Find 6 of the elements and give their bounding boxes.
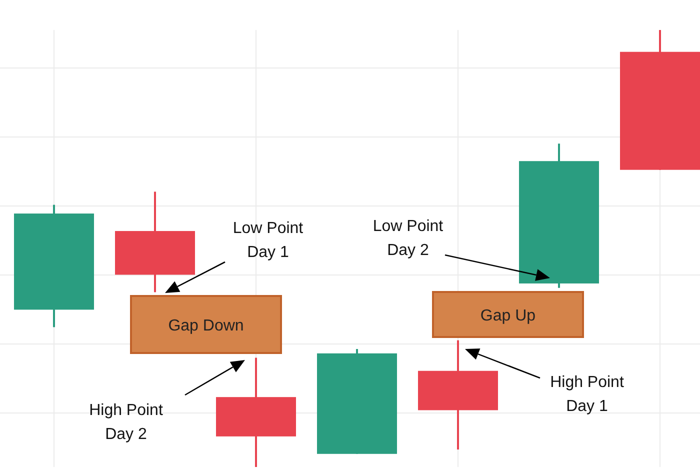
annotation: High Point Day 2 <box>89 402 164 443</box>
annotation: Low Point Day 1 <box>232 220 304 261</box>
annotation: Low Point Day 2 <box>372 218 444 259</box>
annotation: High Point Day 1 <box>550 374 624 415</box>
annotation: Gap Down <box>168 318 244 334</box>
annotation: Gap Up <box>480 308 536 324</box>
